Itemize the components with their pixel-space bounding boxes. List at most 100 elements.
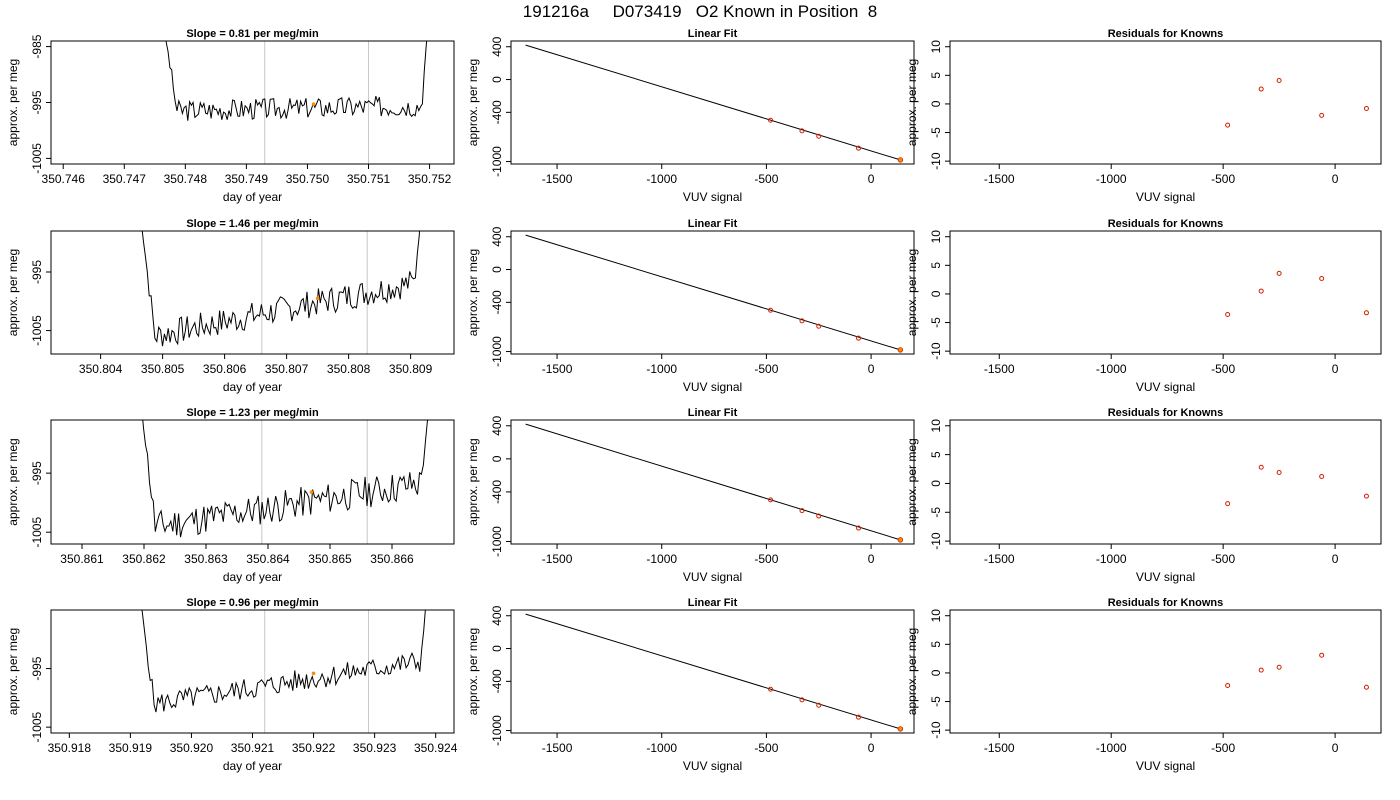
x-tick-label: -1500 (984, 362, 1015, 376)
signal-trace (141, 610, 426, 713)
plot-area (1225, 652, 1369, 690)
y-tick-label: -10 (929, 532, 943, 550)
y-tick-label: 5 (929, 641, 943, 648)
data-point (1276, 664, 1282, 670)
x-axis-label: day of year (223, 759, 282, 773)
y-tick-label: -995 (30, 260, 44, 284)
y-tick-label: 0 (490, 455, 504, 462)
y-tick-label: 10 (929, 40, 943, 54)
data-point (1319, 474, 1325, 480)
x-tick-label: -1500 (542, 362, 573, 376)
chart-title: Residuals for Knowns (1108, 28, 1224, 40)
x-tick-label: 0 (1332, 172, 1339, 186)
y-tick-label: -1005 (30, 315, 44, 346)
chart-panel: Residuals for Knowns VUV signal approx. pe… (905, 218, 1382, 394)
chart-panel: Linear Fit VUV signal approx. per meg -1500… (466, 597, 915, 773)
y-tick-label: -400 (490, 480, 504, 504)
data-point (768, 497, 774, 503)
x-tick-label: -1500 (984, 741, 1015, 755)
chart-panel: Slope = 0.81 per meg/min day of year appro… (6, 28, 455, 204)
data-point (816, 702, 822, 708)
x-tick-label: -500 (1211, 172, 1235, 186)
x-axis-label: VUV signal (683, 759, 742, 773)
data-point (1276, 270, 1282, 276)
y-axis-label: approx. per meg (905, 628, 919, 715)
x-tick-label: -500 (1211, 741, 1235, 755)
y-tick-label: -1005 (30, 711, 44, 742)
x-axis-label: VUV signal (1136, 570, 1195, 584)
signal-trace (141, 231, 421, 347)
y-tick-label: 0 (929, 480, 943, 487)
x-tick-label: 350.749 (225, 172, 269, 186)
data-point (1276, 77, 1282, 83)
x-tick-label: 350.809 (389, 362, 433, 376)
x-tick-label: 350.861 (60, 552, 104, 566)
data-point (1225, 312, 1231, 318)
chart-title: Slope = 1.46 per meg/min (186, 218, 319, 230)
plot-area (525, 234, 904, 353)
x-tick-label: 350.920 (170, 741, 214, 755)
x-tick-label: -1000 (646, 552, 677, 566)
x-tick-label: 350.921 (231, 741, 275, 755)
x-tick-label: -1000 (1096, 172, 1127, 186)
y-tick-label: -5 (929, 507, 943, 518)
plot-frame (50, 609, 455, 734)
data-point (1363, 310, 1369, 316)
x-tick-label: 0 (1332, 552, 1339, 566)
x-tick-label: 0 (1332, 741, 1339, 755)
fit-line (525, 234, 901, 351)
x-tick-label: 0 (868, 172, 875, 186)
data-point (799, 318, 805, 324)
data-point (816, 133, 822, 139)
x-tick-label: 350.922 (292, 741, 336, 755)
y-tick-label: 0 (929, 100, 943, 107)
y-axis-label: approx. per meg (905, 438, 919, 525)
plot-frame (50, 230, 455, 355)
data-point (768, 307, 774, 313)
y-tick-label: 0 (929, 669, 943, 676)
chart-title: Slope = 1.23 per meg/min (186, 407, 319, 419)
chart-panel: Residuals for Knowns VUV signal approx. pe… (905, 407, 1382, 584)
data-point (1225, 122, 1231, 128)
y-tick-label: -5 (929, 696, 943, 707)
y-tick-label: 5 (929, 262, 943, 269)
x-tick-label: -1000 (1096, 552, 1127, 566)
x-axis-label: VUV signal (683, 190, 742, 204)
x-tick-label: -500 (1211, 362, 1235, 376)
plot-area (165, 41, 428, 164)
x-tick-label: 350.748 (164, 172, 208, 186)
y-axis-label: approx. per meg (905, 59, 919, 146)
x-axis-label: VUV signal (683, 380, 742, 394)
page-title: 191216a D073419 O2 Known in Position 8 (522, 2, 878, 21)
fit-line (525, 423, 901, 541)
y-tick-label: -5 (929, 317, 943, 328)
y-tick-label: -400 (490, 290, 504, 314)
signal-trace (142, 420, 429, 538)
x-tick-label: 350.808 (327, 362, 371, 376)
x-tick-label: 350.807 (265, 362, 309, 376)
y-tick-label: -5 (929, 127, 943, 138)
chart-title: Residuals for Knowns (1108, 597, 1224, 609)
x-tick-label: -1000 (646, 172, 677, 186)
data-point (768, 686, 774, 692)
data-point (856, 335, 862, 341)
known-point (897, 537, 904, 543)
plot-area (525, 423, 904, 543)
plot-frame (949, 419, 1382, 545)
y-tick-label: -1000 (490, 146, 504, 177)
y-tick-label: -10 (929, 152, 943, 170)
chart-title: Slope = 0.81 per meg/min (186, 28, 319, 40)
y-tick-label: -1000 (490, 526, 504, 557)
data-point (799, 508, 805, 514)
chart-panel: Slope = 1.46 per meg/min day of year appro… (6, 218, 455, 394)
x-tick-label: 350.806 (203, 362, 247, 376)
plot-area (525, 613, 904, 732)
data-point (1258, 464, 1264, 470)
plot-frame (50, 40, 455, 165)
y-tick-label: 10 (929, 419, 943, 433)
data-point (1319, 112, 1325, 118)
x-tick-label: 350.865 (308, 552, 352, 566)
y-axis-label: approx. per meg (466, 438, 480, 525)
x-tick-label: 350.863 (184, 552, 228, 566)
